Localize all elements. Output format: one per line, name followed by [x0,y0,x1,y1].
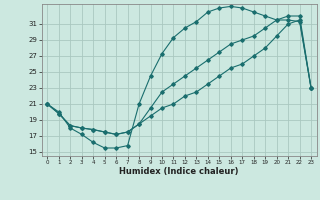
X-axis label: Humidex (Indice chaleur): Humidex (Indice chaleur) [119,167,239,176]
